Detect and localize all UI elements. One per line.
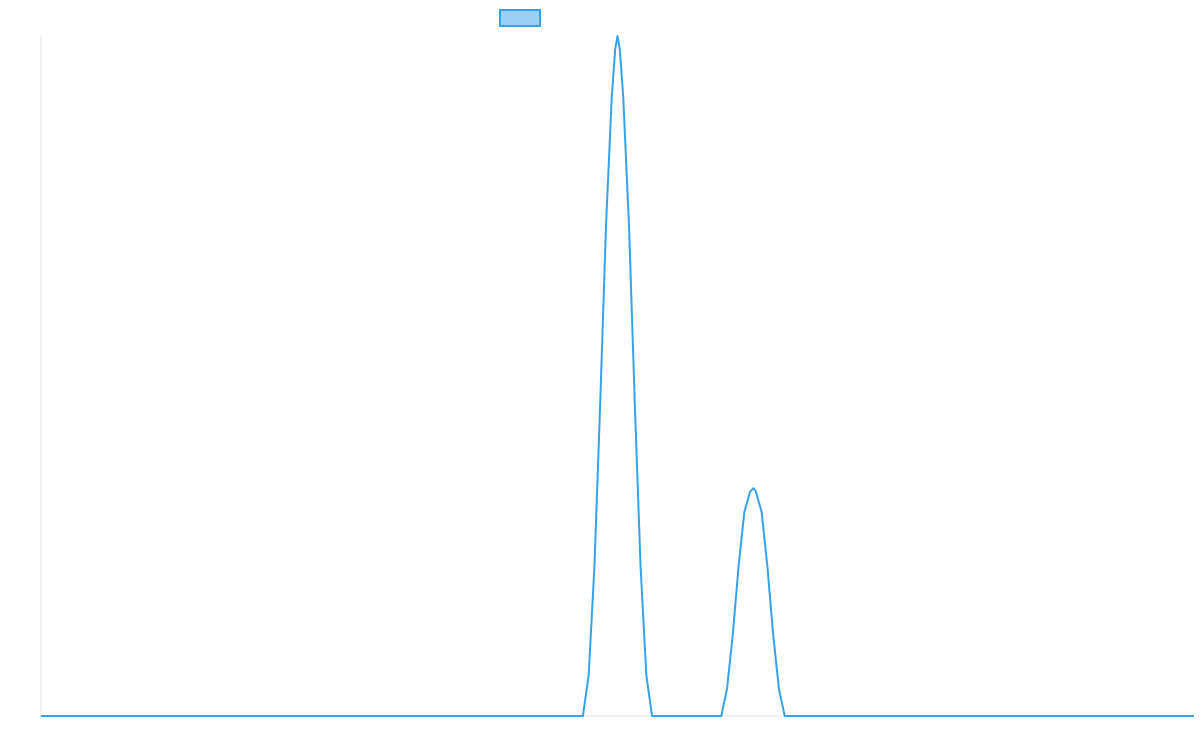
axes	[40, 36, 1194, 717]
series-layer	[41, 35, 1194, 717]
series-line	[41, 35, 1194, 717]
legend-swatch[interactable]	[499, 9, 541, 27]
legend[interactable]	[499, 9, 541, 27]
